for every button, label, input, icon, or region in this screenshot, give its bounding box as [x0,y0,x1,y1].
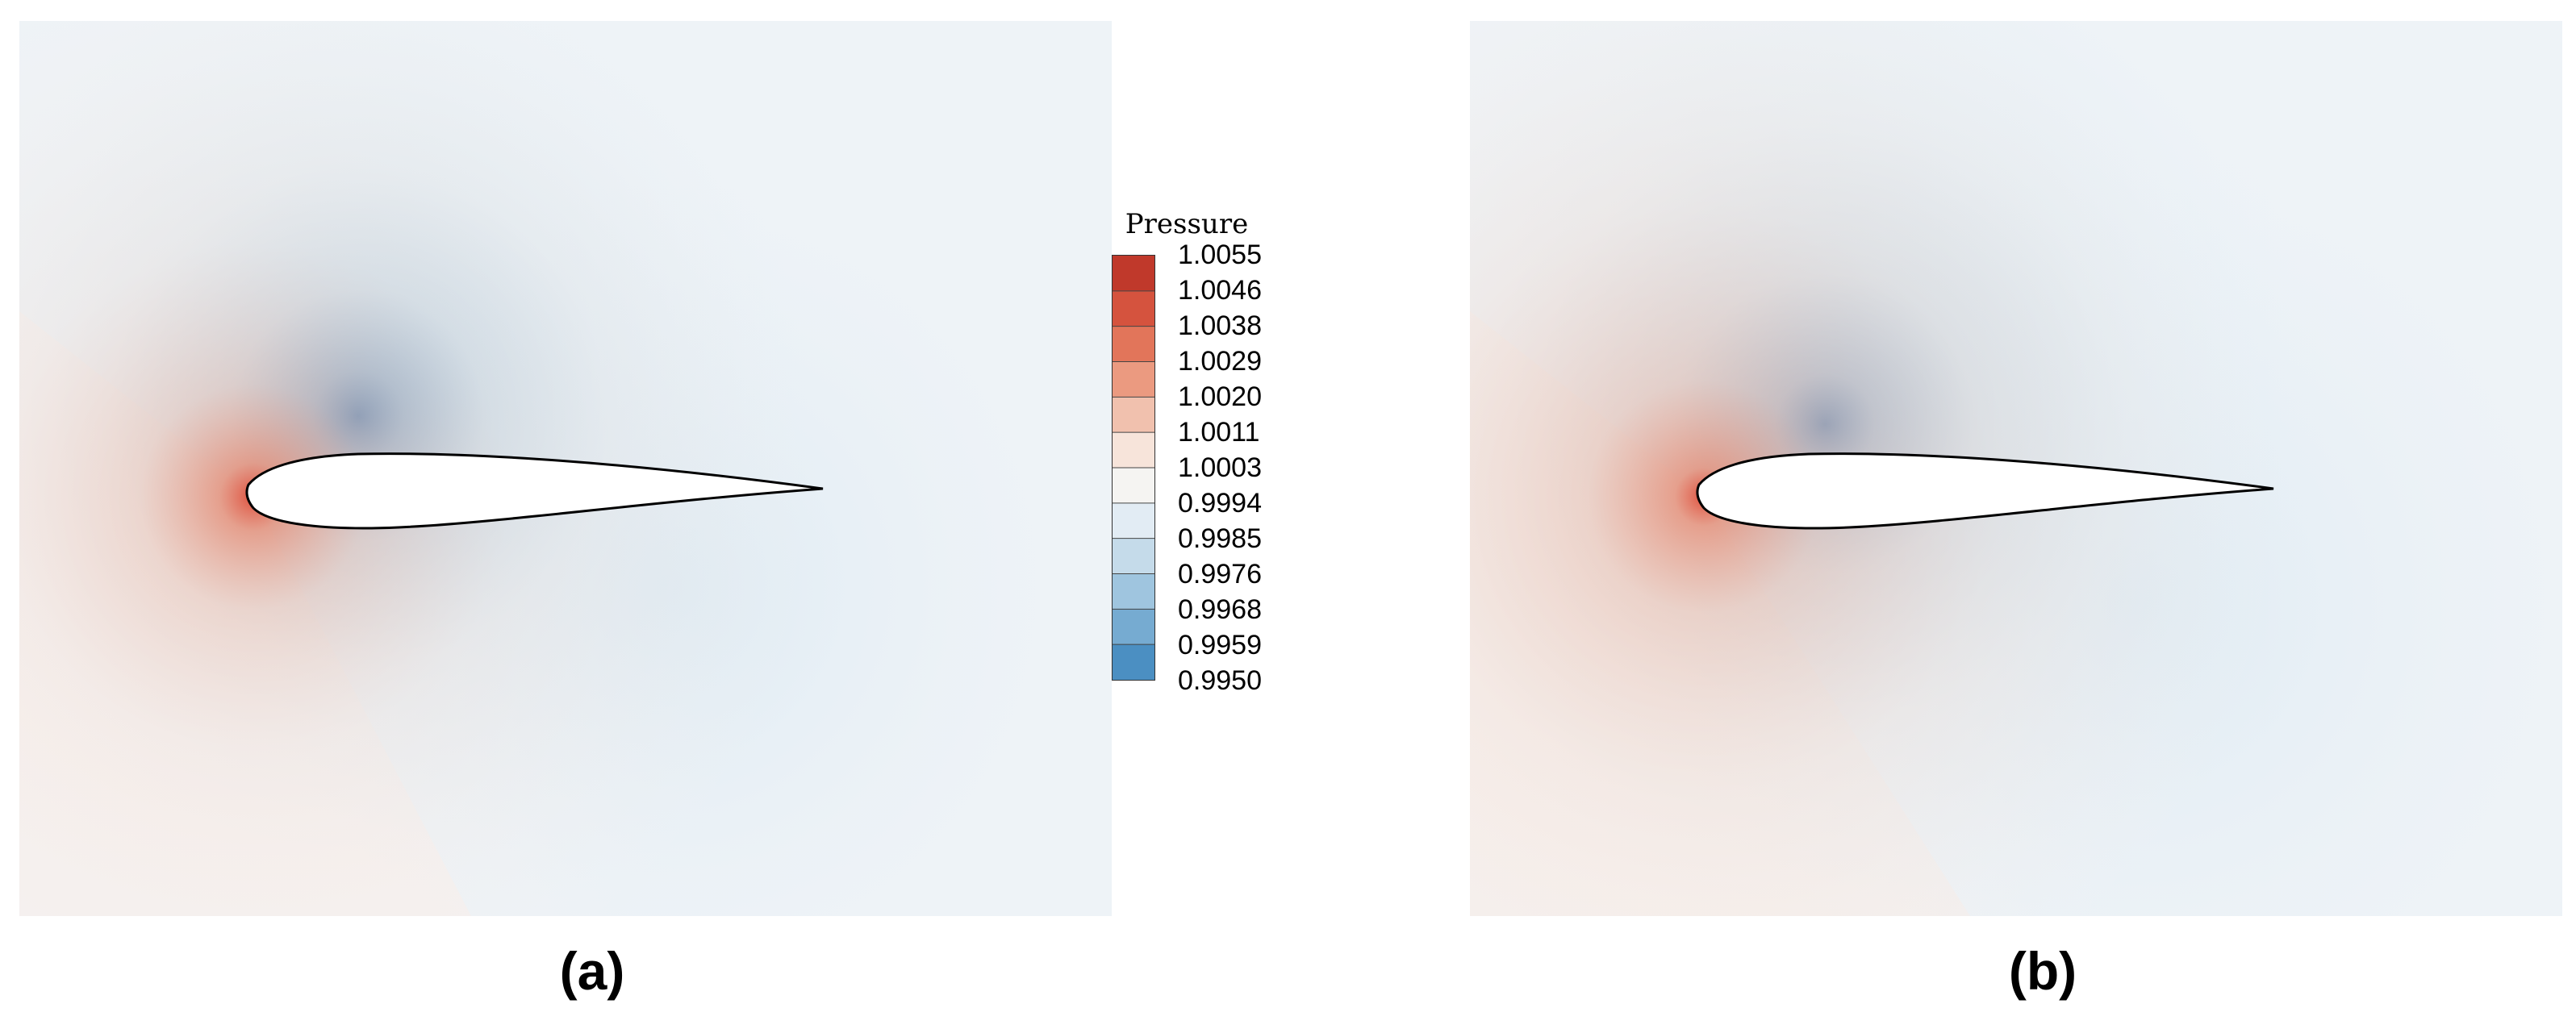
pressure-contour-field-a [19,21,1112,916]
legend-label: 0.9968 [1178,594,1262,625]
legend-label: 0.9950 [1178,665,1262,696]
contour-panel-a [19,21,1112,916]
legend-label: 1.0020 [1178,381,1262,412]
legend-label: 1.0038 [1178,310,1262,341]
legend-label: 0.9985 [1178,523,1262,554]
legend-label: 1.0055 [1178,240,1262,270]
legend-label: 1.0011 [1178,417,1260,448]
legend-band [1113,432,1154,469]
legend-band [1113,290,1154,327]
legend-colorbar [1112,255,1155,681]
legend-label: 0.9976 [1178,559,1262,589]
legend-label: 0.9959 [1178,630,1262,660]
contour-panel-b [1470,21,2562,916]
legend-band [1113,468,1154,504]
legend-label: 1.0029 [1178,346,1262,377]
caption-a: (a) [559,941,625,1001]
caption-b: (b) [2008,941,2077,1001]
legend-band [1113,538,1154,574]
legend-colorbar-graphic [1113,256,1154,680]
legend-band [1113,573,1154,610]
legend-band [1113,256,1154,292]
legend-title: Pressure [1125,208,1249,240]
legend-label: 1.0003 [1178,452,1262,483]
legend-band [1113,502,1154,539]
pressure-legend: Pressure 1.0055 1.0046 1.0038 1.0029 1.0020 1… [1110,208,1296,708]
pressure-contour-field-b [1470,21,2562,916]
legend-labels: 1.0055 1.0046 1.0038 1.0029 1.0020 1.0011 1.00… [1178,240,1299,696]
airfoil-shape-a [245,452,824,530]
legend-label: 0.9994 [1178,488,1262,519]
legend-label: 1.0046 [1178,275,1262,306]
legend-band [1113,397,1154,433]
legend-band [1113,361,1154,398]
legend-band [1113,609,1154,645]
legend-band [1113,326,1154,362]
airfoil-shape-b [1696,452,2274,530]
legend-band [1113,644,1154,680]
